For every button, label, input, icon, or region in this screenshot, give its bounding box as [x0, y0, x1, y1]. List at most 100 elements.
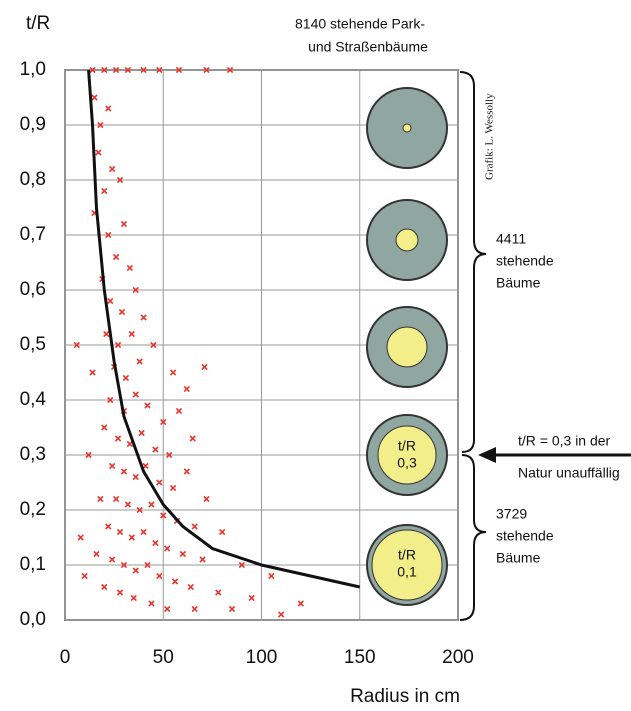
point: [156, 66, 163, 74]
circle-core: [371, 529, 443, 601]
y-tick-label: 0,0: [20, 609, 46, 630]
point: [73, 341, 80, 349]
point: [165, 451, 173, 459]
point: [148, 501, 155, 508]
annotation: 4411: [496, 231, 526, 247]
x-tick-label: 50: [153, 647, 174, 668]
credit: Grafik: L. Wessolly: [484, 93, 496, 180]
point: [189, 435, 196, 442]
point: [97, 121, 104, 129]
point: [160, 418, 167, 426]
point: [191, 605, 198, 613]
annotation: Natur unauffällig: [518, 465, 620, 481]
point: [120, 220, 128, 228]
point: [132, 286, 139, 294]
point: [136, 358, 143, 365]
point: [116, 528, 124, 536]
point: [201, 363, 208, 371]
point: [175, 407, 183, 415]
fit-curve: [87, 69, 361, 589]
point: [128, 534, 135, 541]
circle-label: t/R: [398, 438, 416, 454]
circle-diagrams: t/R 0,3 t/R 0,1: [366, 87, 448, 606]
y-tick-label: 0,4: [20, 389, 47, 410]
circle-label: 0,1: [397, 564, 417, 580]
annotation: 8140 stehende Park-: [295, 16, 425, 32]
circle-core: [377, 425, 437, 485]
x-axis-label: Radius in cm: [350, 686, 460, 707]
x-tick-label: 150: [344, 647, 376, 668]
point: [199, 556, 206, 563]
point: [101, 424, 108, 431]
point: [105, 105, 112, 112]
point: [77, 534, 84, 541]
point: [187, 583, 194, 591]
y-tick-label: 0,5: [20, 334, 46, 355]
point: [268, 572, 275, 580]
point: [101, 583, 108, 591]
annotation: Bäume: [496, 550, 541, 566]
point: [183, 468, 190, 475]
point: [120, 561, 128, 569]
point: [89, 369, 96, 376]
annotation: Bäume: [496, 275, 541, 291]
y-tick-label: 0,2: [20, 499, 46, 520]
point: [107, 297, 114, 305]
point: [97, 495, 104, 503]
y-tick-label: 0,3: [20, 444, 46, 465]
x-tick-label: 200: [442, 647, 474, 668]
y-tick-label: 0,9: [20, 114, 46, 135]
point: [105, 523, 112, 530]
point: [126, 264, 134, 272]
point: [132, 391, 139, 398]
point: [164, 605, 171, 613]
circle-core: [386, 326, 428, 368]
point: [105, 231, 112, 239]
point: [238, 561, 246, 569]
circle-label: t/R: [398, 547, 416, 563]
point: [152, 446, 159, 453]
point: [215, 589, 222, 596]
point: [152, 539, 159, 547]
point: [114, 341, 122, 349]
point: [93, 550, 100, 558]
point: [81, 572, 88, 580]
point: [219, 528, 226, 536]
point: [156, 479, 163, 486]
point: [85, 451, 92, 459]
point: [116, 589, 124, 596]
point: [148, 600, 155, 607]
point: [169, 369, 177, 376]
point: [120, 468, 128, 475]
y-tick-label: 0,6: [20, 279, 46, 300]
point: [248, 594, 255, 602]
point: [277, 611, 285, 618]
point: [132, 567, 139, 574]
brackets: [459, 71, 631, 621]
point: [130, 594, 137, 602]
point: [297, 600, 304, 607]
point: [179, 550, 187, 558]
annotation: t/R = 0,3 in der: [518, 433, 611, 449]
x-tick-label: 100: [246, 647, 278, 668]
point: [171, 578, 179, 585]
scatter-points: [73, 66, 304, 618]
annotation: stehende: [496, 528, 554, 544]
arrow-head: [478, 447, 496, 463]
point: [114, 435, 122, 442]
point: [112, 495, 120, 503]
point: [140, 314, 147, 321]
point: [95, 149, 102, 156]
point: [124, 501, 132, 508]
point: [108, 165, 116, 173]
annotation: stehende: [496, 253, 554, 269]
point: [136, 506, 143, 514]
y-axis-label: t/R: [26, 13, 50, 34]
point: [122, 374, 130, 382]
y-tick-label: 1,0: [20, 59, 46, 80]
point: [160, 512, 167, 519]
point: [144, 561, 151, 569]
point: [107, 396, 114, 404]
point: [203, 495, 210, 503]
point: [183, 385, 190, 393]
